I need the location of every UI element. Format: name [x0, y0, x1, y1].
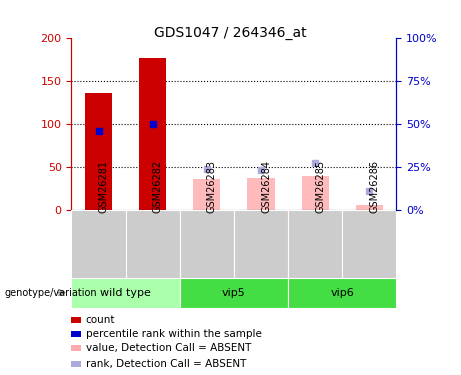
- Text: GSM26281: GSM26281: [99, 160, 108, 213]
- Bar: [71, 345, 81, 351]
- Bar: [180, 210, 234, 278]
- Bar: [356, 205, 383, 210]
- Text: GSM26286: GSM26286: [369, 160, 379, 213]
- Bar: [139, 58, 166, 210]
- Bar: [342, 210, 396, 278]
- Text: wild type: wild type: [100, 288, 151, 297]
- Text: vip6: vip6: [331, 288, 354, 297]
- Bar: [71, 361, 81, 367]
- Bar: [180, 278, 288, 308]
- Text: vip5: vip5: [222, 288, 246, 297]
- Bar: [193, 179, 220, 210]
- Text: GSM26283: GSM26283: [207, 160, 217, 213]
- Bar: [301, 176, 329, 210]
- Bar: [71, 278, 180, 308]
- Bar: [71, 317, 81, 323]
- Bar: [71, 331, 81, 337]
- Text: percentile rank within the sample: percentile rank within the sample: [86, 329, 262, 339]
- Bar: [248, 178, 275, 210]
- Text: genotype/variation: genotype/variation: [5, 288, 97, 297]
- Text: GSM26284: GSM26284: [261, 160, 271, 213]
- Text: rank, Detection Call = ABSENT: rank, Detection Call = ABSENT: [86, 359, 246, 369]
- Text: value, Detection Call = ABSENT: value, Detection Call = ABSENT: [86, 344, 251, 354]
- Bar: [71, 210, 125, 278]
- Bar: [85, 93, 112, 210]
- Bar: [125, 210, 180, 278]
- Text: GSM26285: GSM26285: [315, 160, 325, 213]
- Text: GDS1047 / 264346_at: GDS1047 / 264346_at: [154, 26, 307, 40]
- Bar: [288, 278, 396, 308]
- Text: count: count: [86, 315, 115, 325]
- Text: GSM26282: GSM26282: [153, 160, 163, 213]
- Bar: [234, 210, 288, 278]
- Bar: [288, 210, 342, 278]
